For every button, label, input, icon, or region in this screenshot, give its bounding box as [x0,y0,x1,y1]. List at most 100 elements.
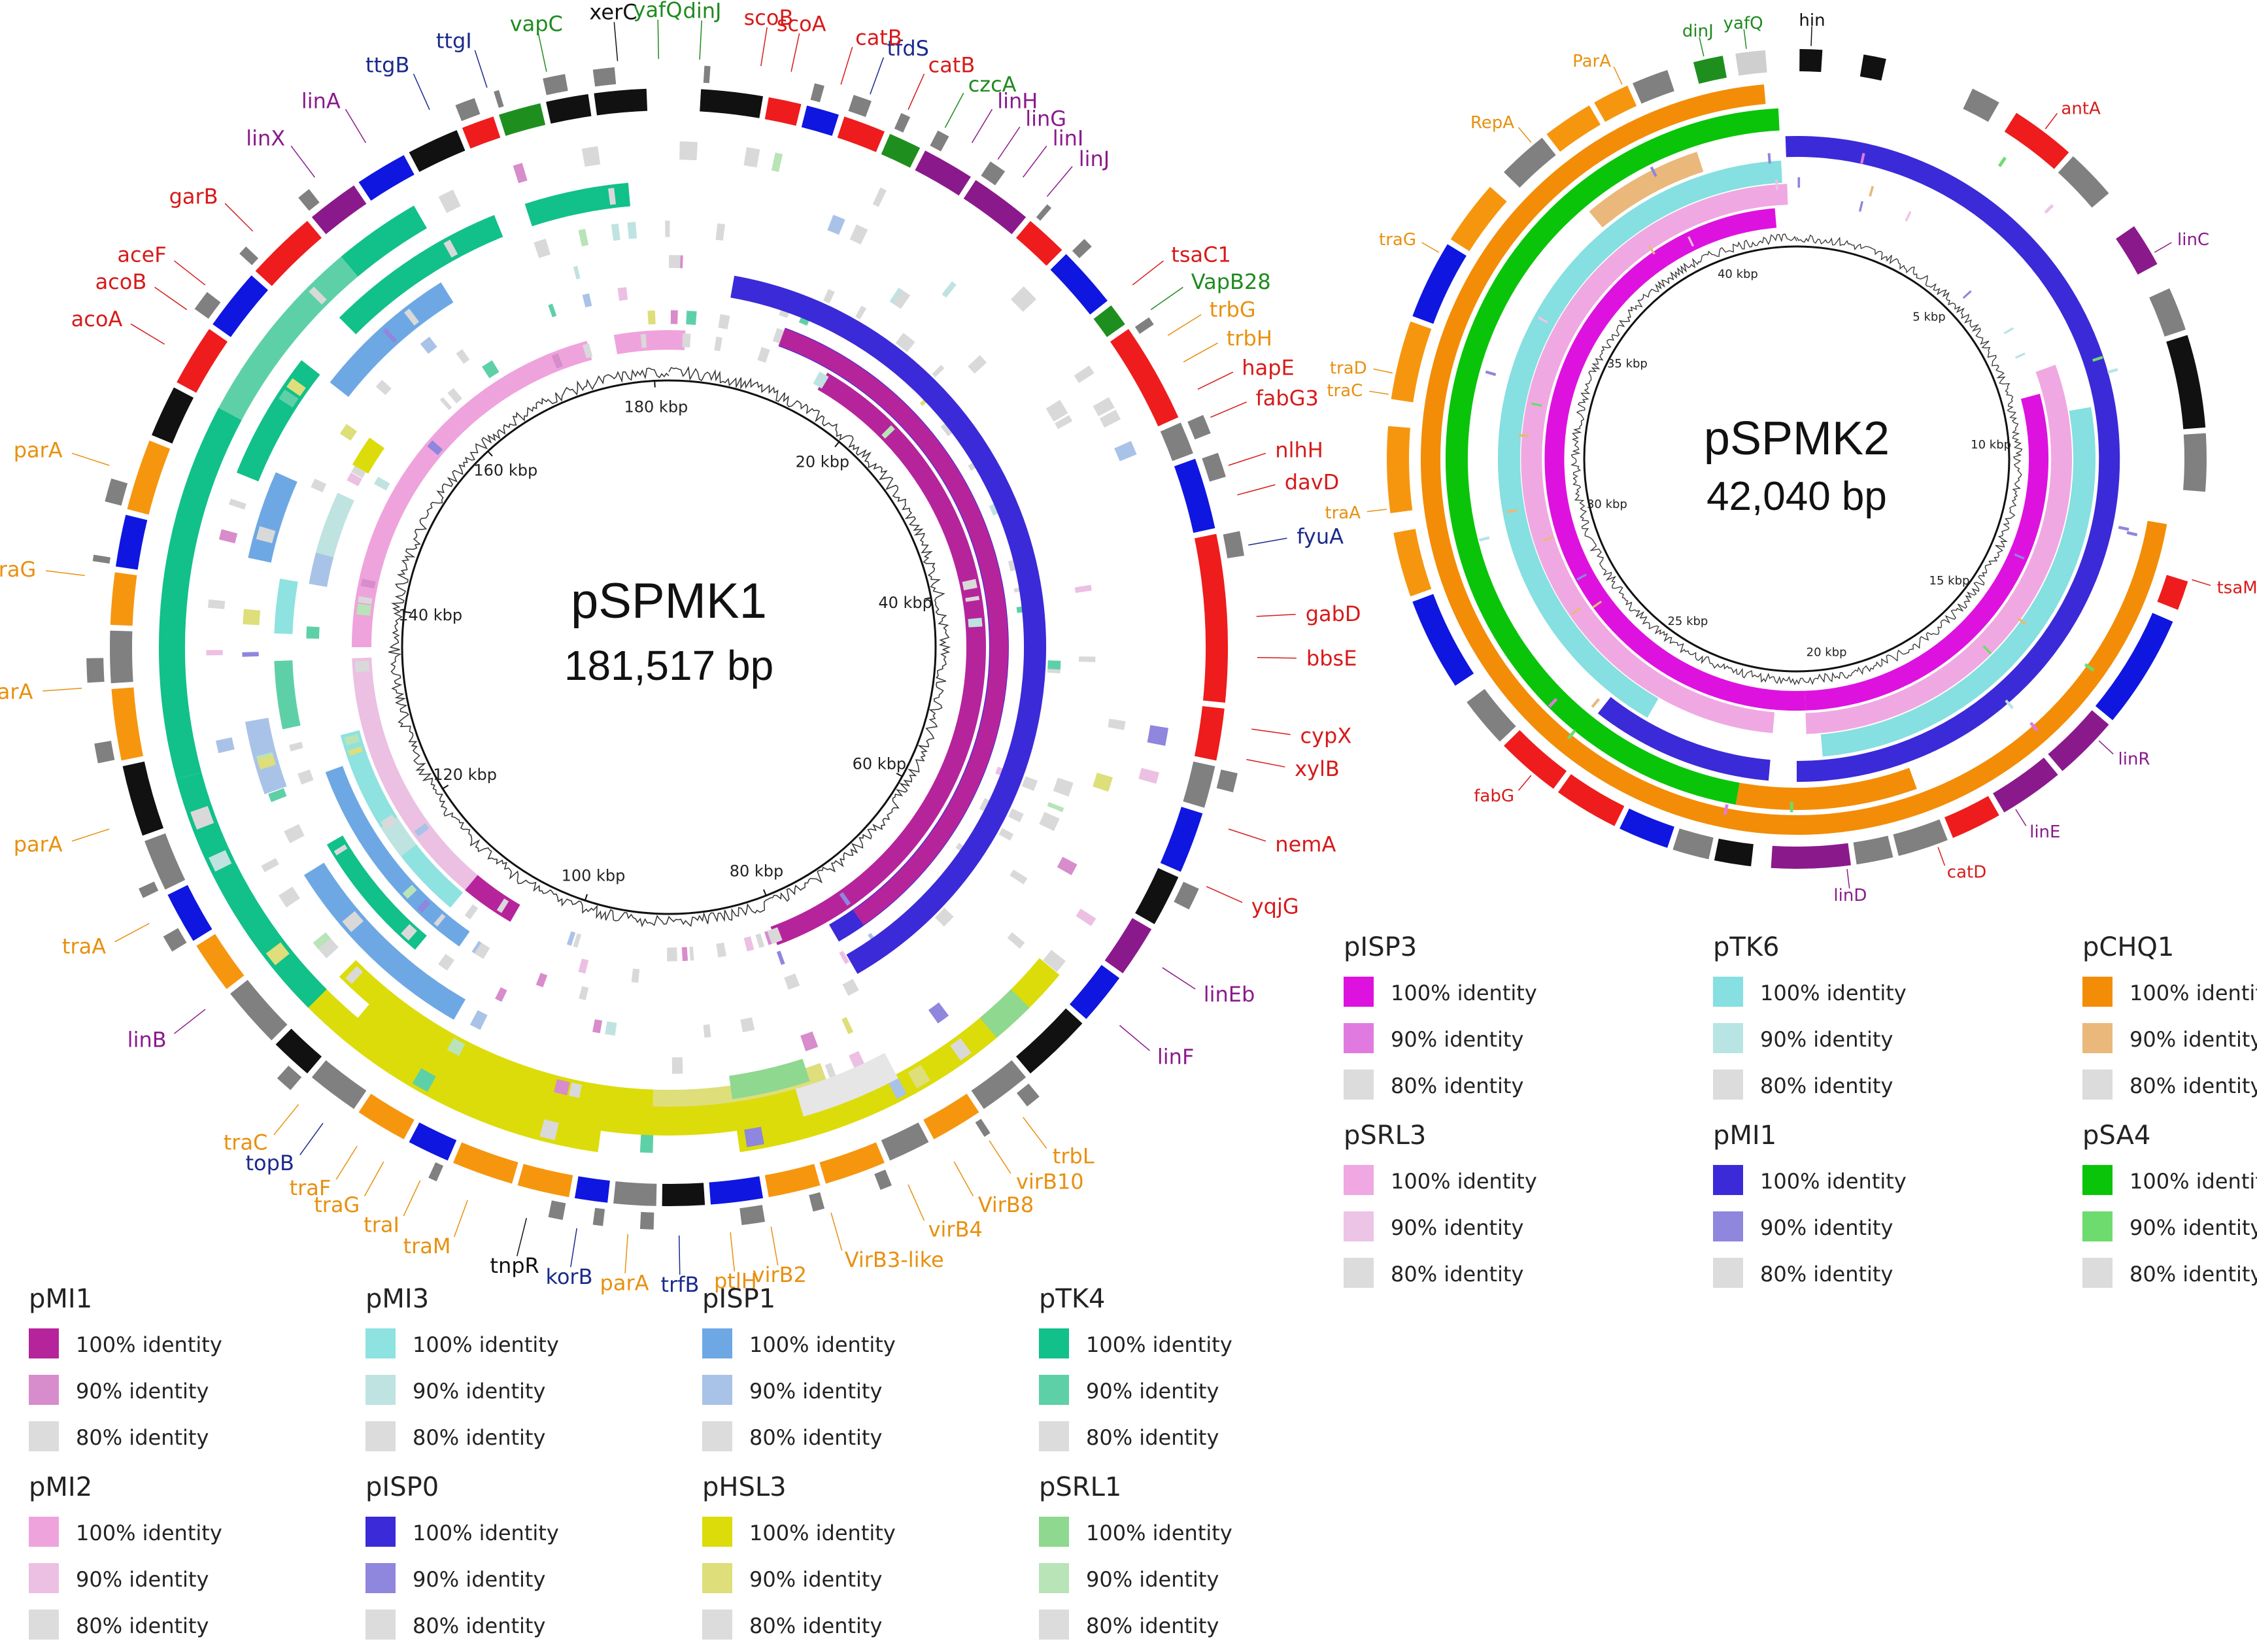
identity-arc [1805,394,2049,711]
gene-label: parA [14,832,63,856]
gene-block [1135,868,1179,924]
gene-label-leader [154,286,188,311]
identity-hit [1074,365,1095,384]
legend-label: 80% identity [1391,1262,1523,1287]
identity-hit [1007,932,1025,949]
gene-block [810,83,824,103]
gene-label: czcA [968,72,1017,97]
gene-label: nlhH [1275,438,1323,463]
identity-hit [412,1068,437,1092]
kbp-tick-label: 80 kbp [730,862,784,881]
gene-block [662,1183,705,1206]
gene-label: davD [1285,470,1340,495]
kbp-tick-label: 30 kbp [1587,497,1627,511]
identity-hit [548,303,557,318]
gene-label-leader [299,1122,324,1156]
kbp-tick-mark [487,450,493,457]
legend-label: 80% identity [2130,1262,2257,1287]
identity-hit [374,477,390,490]
gene-label: virB4 [928,1217,983,1242]
identity-hit [342,911,364,932]
pspmk2-size: 42,040 bp [1706,474,1887,519]
legend-swatch [365,1610,396,1640]
gene-label-leader [1023,1117,1047,1149]
identity-hit [416,899,431,913]
gene-block [1504,137,1556,188]
legend-plasmid-name: pSRL3 [1344,1121,1426,1151]
gene-label-leader [1518,775,1532,791]
identity-arc [236,360,320,482]
gene-label: fabG [1474,786,1514,806]
gene-label-leader [403,1180,421,1217]
gene-label: traA [1325,503,1361,523]
gene-block [1050,254,1108,315]
gene-block [1714,838,1754,867]
pspmk2-gc-content-trace [1570,233,2023,686]
legend-swatch [29,1517,59,1547]
identity-hit [1057,856,1078,875]
pspmk1-backbone-circle [401,379,937,915]
gene-block [1558,774,1625,826]
identity-hit [1478,536,1490,542]
identity-hit [2014,553,2025,560]
gene-label-leader [1246,758,1285,767]
legend-label: 80% identity [413,1613,545,1638]
identity-hit [469,1010,488,1030]
identity-hit [578,958,589,974]
identity-hit [757,346,770,363]
legend-label: 80% identity [1086,1613,1219,1638]
legend-label: 90% identity [749,1567,882,1592]
legend-plasmid-name: pTK4 [1039,1284,1106,1314]
identity-hit [355,660,369,673]
gene-label: VirB3-like [845,1247,944,1272]
pspmk1-kbp-ticks: 20 kbp 40 kbp 60 kbp 80 kbp 100 kbp 120 kbp 14… [398,380,932,901]
identity-hit [928,1002,949,1024]
identity-hit [581,146,601,167]
identity-hit [2084,663,2095,672]
gene-label: parA [600,1271,649,1296]
gene-block [409,1122,457,1161]
gene-label: VirB8 [978,1192,1034,1217]
identity-hit [474,942,490,959]
gene-block [409,129,466,173]
gene-label: linI [1053,126,1084,150]
gene-block [1223,531,1244,559]
legend-swatch [29,1328,59,1358]
gene-label-leader [453,1200,468,1238]
identity-arc [316,492,354,558]
pspmk1-gene-ring [86,65,1244,1230]
identity-hit [286,378,306,397]
gene-block [613,1181,657,1206]
gene-label-leader [174,260,206,286]
gene-label: parA [14,438,63,463]
gene-block [1594,86,1637,122]
gene-block [1412,244,1467,324]
identity-hit [573,933,582,948]
gene-label-leader [1248,537,1287,546]
gene-block [1450,186,1507,252]
legend-label: 80% identity [413,1425,545,1450]
identity-arc [325,766,470,947]
identity-hit [1099,409,1121,428]
identity-hit [443,239,458,258]
gene-label-leader [1228,828,1266,842]
gene-label-leader [1373,368,1393,374]
gene-label: VapB28 [1191,269,1271,294]
gene-block [975,1119,991,1137]
identity-hit [1053,777,1074,797]
legend-swatch [29,1610,59,1640]
legend-swatch [2082,977,2113,1007]
identity-hit [1047,660,1061,670]
gene-label: ParA [1572,52,1611,71]
gene-label: linJ [1079,146,1110,171]
identity-hit [841,1017,854,1034]
identity-hit [289,741,303,752]
gene-label-leader [1206,886,1243,903]
identity-hit [1076,908,1096,926]
identity-hit [438,189,461,213]
gene-block [881,1122,929,1161]
gene-label-leader [1228,452,1266,466]
identity-hit [1021,776,1038,791]
gene-label-leader [870,57,885,95]
